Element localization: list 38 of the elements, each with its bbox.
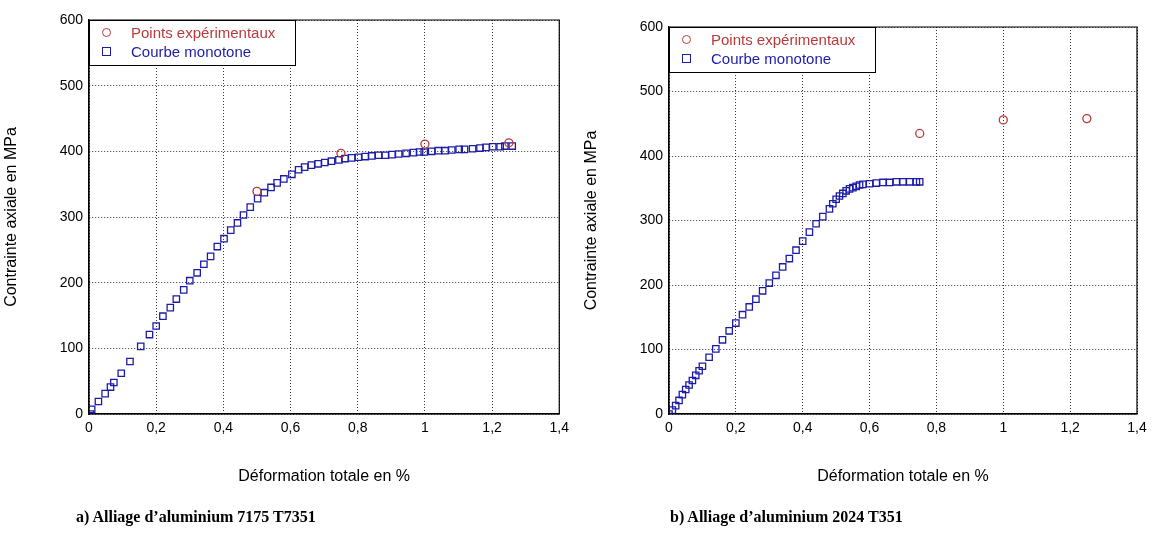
text: a) Alliage d’aluminium 7175 T7351 <box>76 508 316 526</box>
y-tick-label: 100 <box>59 339 84 356</box>
y-tick-label: 0 <box>655 404 664 421</box>
x-tick-label: 0,4 <box>792 419 813 436</box>
y-tick-label: 300 <box>639 211 664 228</box>
x-tick-label: 1,4 <box>549 419 570 436</box>
text: b) Alliage d’aluminium 2024 T351 <box>670 508 903 526</box>
x-axis-title: Déformation totale en % <box>817 466 989 484</box>
y-tick-label: 600 <box>59 10 84 27</box>
y-tick-label: 100 <box>639 340 664 357</box>
y-axis-title: Contrainte axiale en MPa <box>582 130 600 311</box>
x-tick-label: 1 <box>421 419 430 436</box>
y-tick-label: 500 <box>59 76 84 93</box>
y-tick-label: 400 <box>59 142 84 159</box>
y-tick-label: 300 <box>59 207 84 224</box>
legend-label: Points expérimentaux <box>131 23 276 42</box>
x-tick-label: 0,4 <box>213 419 234 436</box>
y-tick-label: 200 <box>639 275 664 292</box>
y-axis-title: Contrainte axiale en MPa <box>2 127 20 307</box>
y-tick-label: 600 <box>639 17 664 34</box>
x-tick-label: 0,6 <box>280 419 301 436</box>
x-tick-label: 0,6 <box>859 419 880 436</box>
legend-label: Courbe monotone <box>131 42 252 61</box>
legend-label: Courbe monotone <box>711 49 832 68</box>
y-tick-label: 0 <box>75 404 84 421</box>
y-tick-label: 200 <box>59 273 84 290</box>
x-tick-label: 0,2 <box>726 419 746 436</box>
x-tick-label: 0,8 <box>926 419 947 436</box>
y-tick-label: 400 <box>639 146 664 163</box>
x-tick-label: 0,8 <box>347 419 368 436</box>
x-axis-title: Déformation totale en % <box>238 466 410 484</box>
x-tick-label: 1,4 <box>1127 419 1147 436</box>
x-tick-label: 0,2 <box>146 419 167 436</box>
x-tick-label: 1,2 <box>1060 419 1081 436</box>
y-tick-label: 500 <box>639 82 664 99</box>
x-tick-label: 1 <box>999 419 1008 436</box>
x-tick-label: 1,2 <box>482 419 503 436</box>
legend-label: Points expérimentaux <box>711 30 856 49</box>
